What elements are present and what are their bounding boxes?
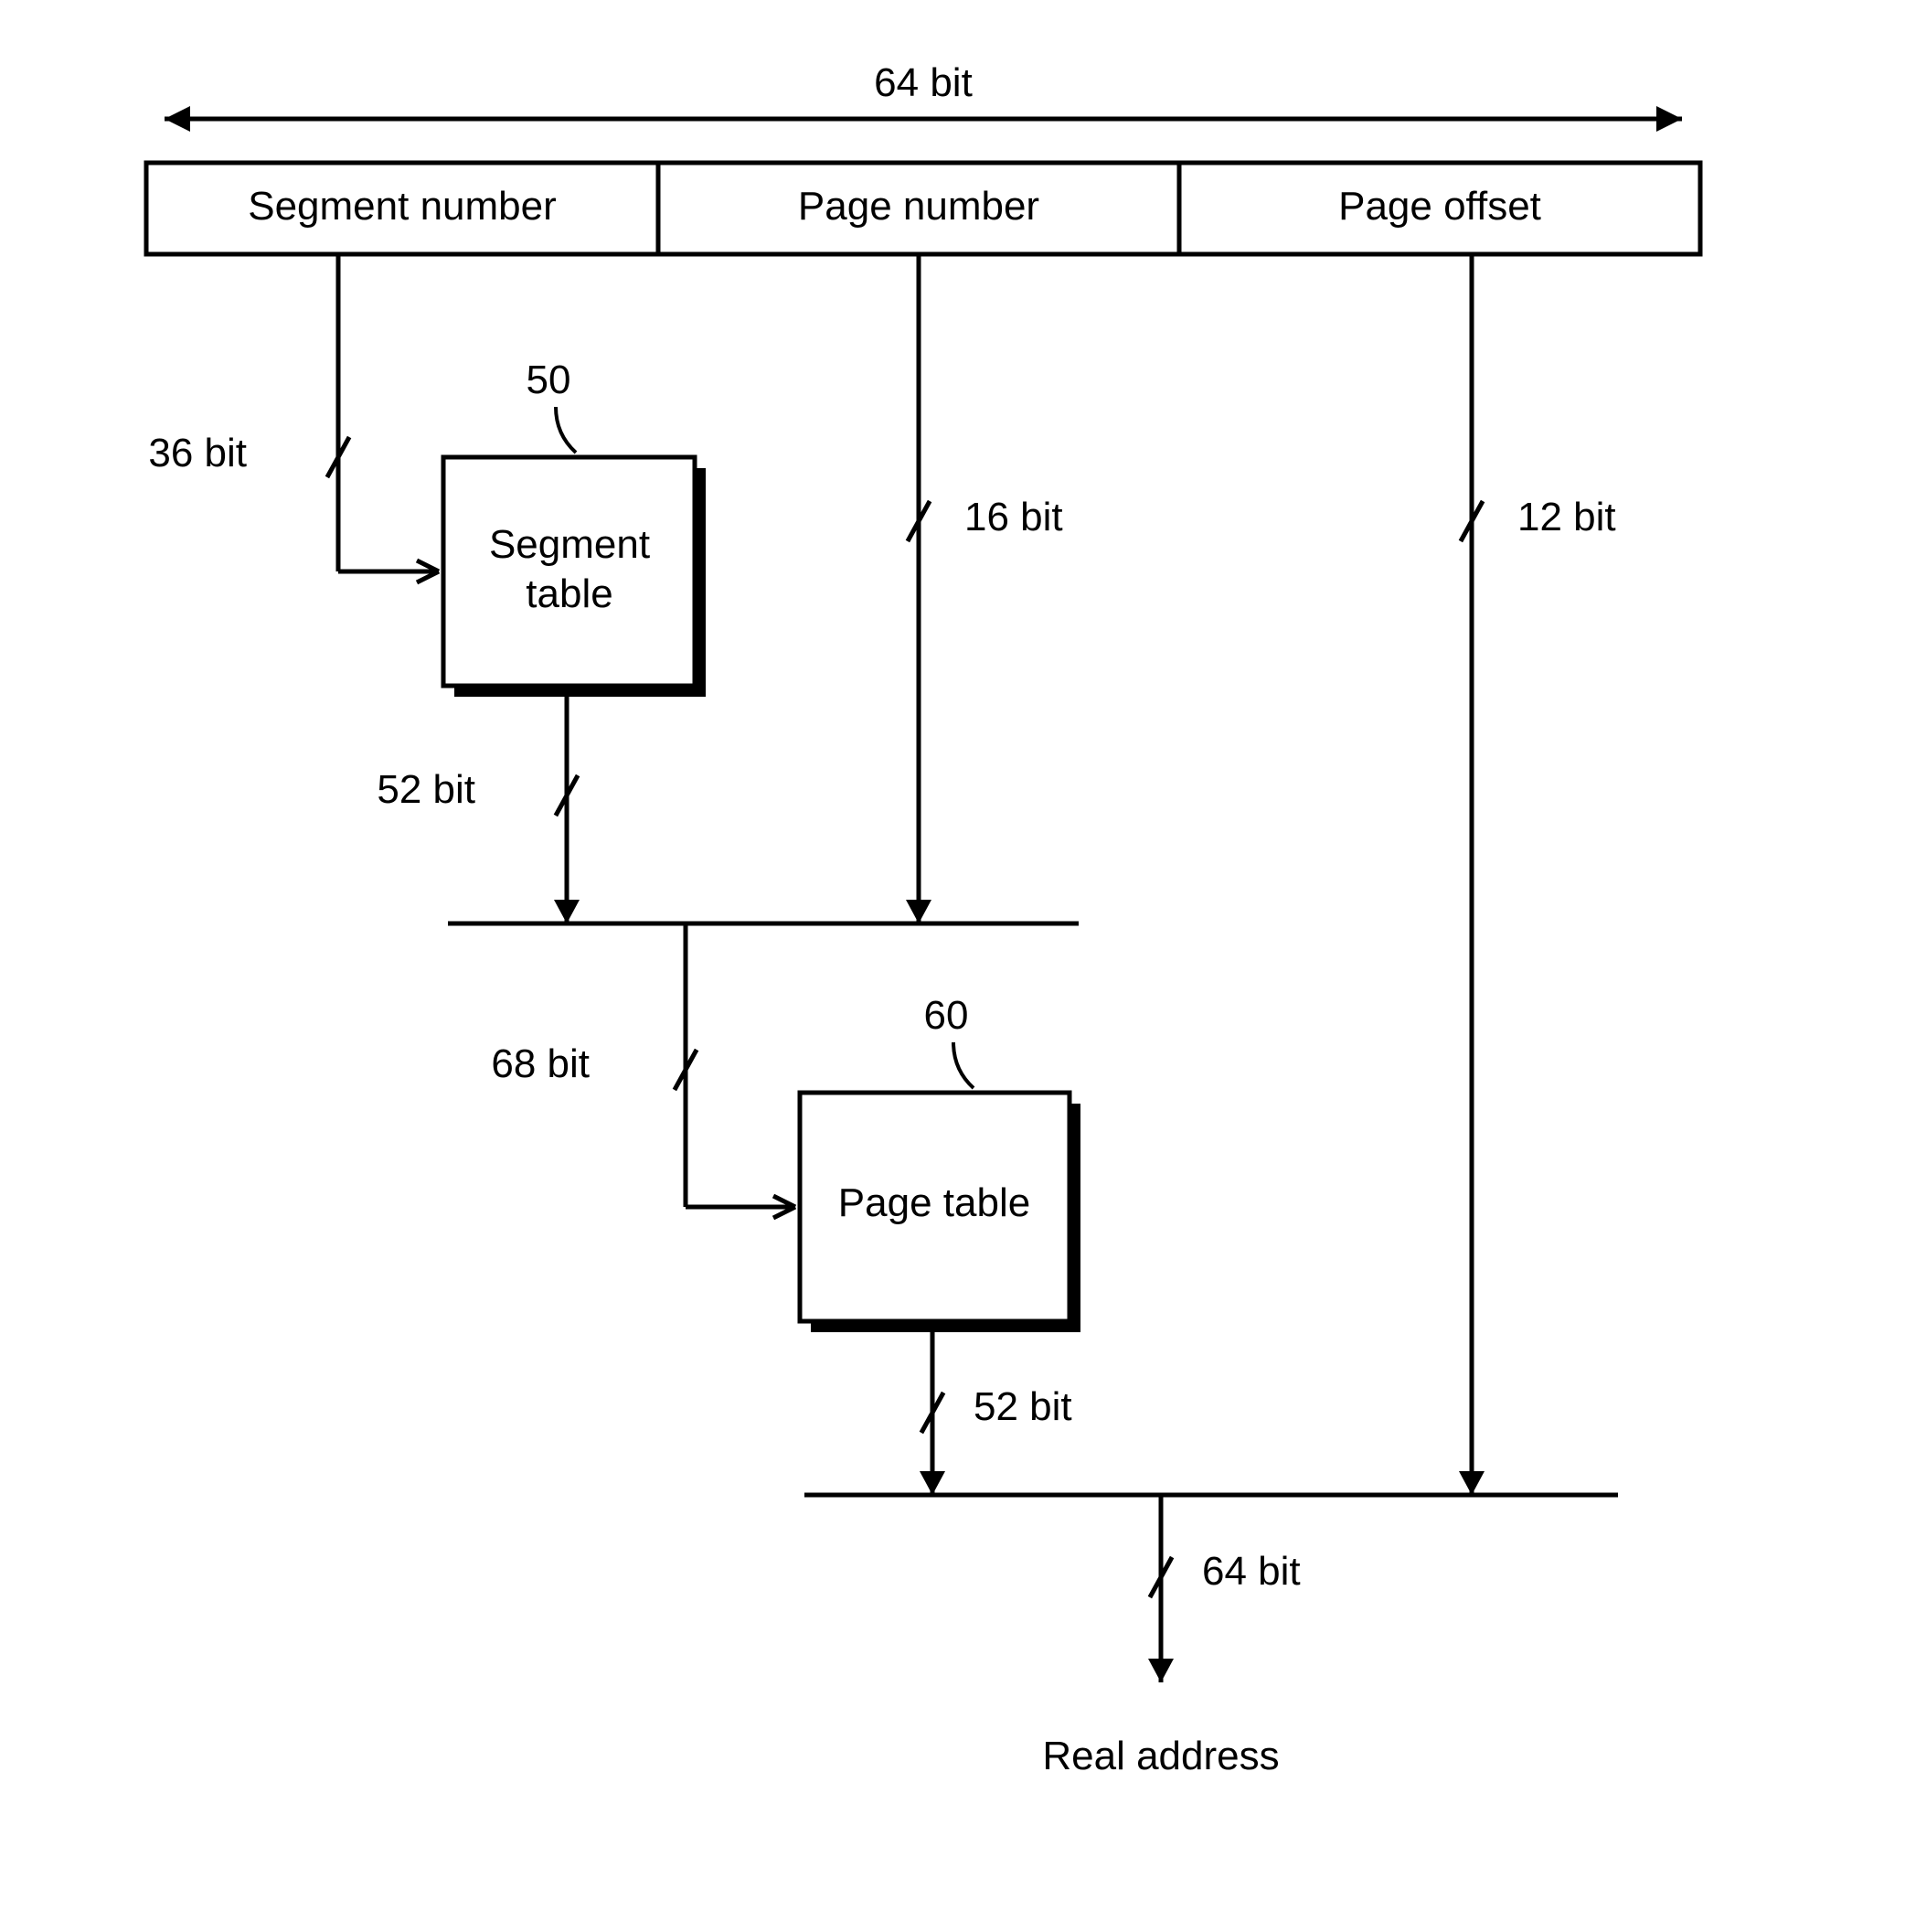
seg-out-label: 52 bit	[377, 767, 475, 812]
address-translation-diagram: 64 bit Segment number Page number Page offs…	[0, 0, 1905, 1932]
segment-table-box-label: table	[526, 571, 612, 616]
address-field-label-1: Page number	[798, 184, 1039, 229]
segment-table-box-label: Segment	[489, 522, 650, 567]
page-table-box-label: Page table	[838, 1180, 1030, 1225]
pt-out-label: 52 bit	[974, 1384, 1072, 1429]
page-offset-label: 12 bit	[1517, 495, 1616, 539]
address-field-label-0: Segment number	[248, 184, 557, 229]
page-table-box-refnum: 60	[924, 993, 969, 1038]
seg-down-label: 36 bit	[148, 431, 247, 475]
segment-table-box-refnum: 50	[527, 358, 571, 402]
total-bits-label: 64 bit	[874, 60, 973, 105]
page-num-label: 16 bit	[964, 495, 1063, 539]
real-address-label: Real address	[1042, 1734, 1279, 1778]
concat1-down-label: 68 bit	[491, 1041, 590, 1086]
address-field-label-2: Page offset	[1338, 184, 1541, 229]
final-label: 64 bit	[1202, 1549, 1301, 1594]
